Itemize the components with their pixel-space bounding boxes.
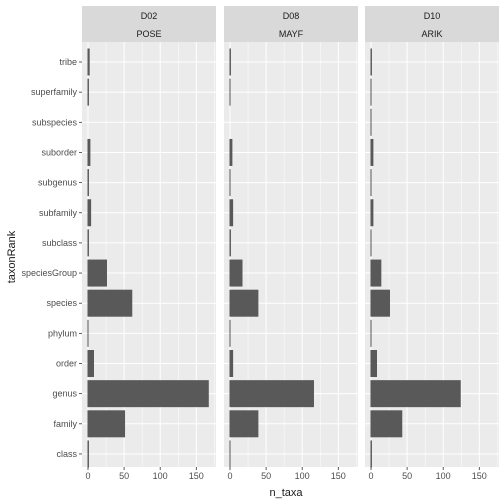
bar — [229, 259, 243, 287]
facet-strip-label-bottom: ARIK — [421, 29, 442, 39]
y-tick-label: order — [56, 359, 77, 369]
bar — [87, 48, 90, 76]
bar — [370, 199, 374, 227]
bar — [87, 169, 89, 197]
x-tick-label: 50 — [402, 471, 412, 481]
bar — [370, 410, 403, 438]
bar — [87, 259, 107, 287]
bar — [370, 169, 372, 197]
bar — [229, 138, 233, 166]
facet-strip-label-top: D02 — [141, 11, 158, 21]
facet-strip — [82, 6, 216, 42]
y-tick-label: speciesGroup — [21, 268, 77, 278]
bar — [229, 229, 231, 257]
x-tick-label: 0 — [368, 471, 373, 481]
facet-strip-label-top: D10 — [424, 11, 441, 21]
x-tick-label: 50 — [119, 471, 129, 481]
bar — [370, 108, 372, 136]
facet-strip — [365, 6, 499, 42]
bar — [87, 410, 126, 438]
y-tick-label: species — [46, 298, 77, 308]
x-tick-label: 150 — [472, 471, 487, 481]
x-axis-label: n_taxa — [269, 487, 303, 499]
facet-strip-label-bottom: POSE — [136, 29, 161, 39]
x-tick-label: 150 — [331, 471, 346, 481]
facet-panel: D10 ARIK 0 50 100 150 — [365, 6, 499, 481]
bar — [370, 440, 372, 468]
x-tick-label: 100 — [153, 471, 168, 481]
y-tick-label: subspecies — [32, 117, 78, 127]
y-axis: class family genus order phylum species specie… — [21, 57, 82, 459]
y-tick-label: genus — [52, 389, 77, 399]
bar — [229, 199, 234, 227]
bar — [229, 48, 231, 76]
bar — [229, 350, 234, 377]
bar — [370, 380, 461, 408]
bar — [370, 319, 372, 347]
bar — [370, 289, 390, 317]
bar — [229, 78, 231, 106]
bar — [370, 48, 372, 76]
bar — [87, 138, 91, 166]
bar — [370, 350, 377, 377]
bar — [87, 199, 92, 227]
x-tick-label: 0 — [227, 471, 232, 481]
facet-strip — [224, 6, 358, 42]
bar — [229, 440, 231, 468]
bar — [87, 319, 89, 347]
x-tick-label: 50 — [261, 471, 271, 481]
x-tick-label: 100 — [295, 471, 310, 481]
x-tick-label: 150 — [189, 471, 204, 481]
x-tick-label: 0 — [85, 471, 90, 481]
y-tick-label: family — [53, 419, 77, 429]
facet-panel: D08 MAYF 0 50 100 150 — [224, 6, 358, 481]
bar — [229, 169, 231, 197]
bar — [229, 289, 259, 317]
y-tick-label: subclass — [42, 238, 78, 248]
y-tick-label: superfamily — [31, 87, 78, 97]
bar — [370, 259, 382, 287]
panels-layer: D02 POSE 0 50 100 150 D08 MAYF 0 50 100 150 D10 ARIK 0… — [82, 6, 499, 481]
bar — [87, 78, 89, 106]
y-tick-label: class — [56, 449, 77, 459]
y-axis-label: taxonRank — [6, 230, 18, 283]
facet-strip-label-bottom: MAYF — [279, 29, 304, 39]
bar — [370, 229, 372, 257]
bar — [87, 440, 89, 468]
facet-strip-label-top: D08 — [283, 11, 300, 21]
bar — [229, 319, 231, 347]
bar — [229, 380, 314, 408]
bar — [87, 229, 89, 257]
facet-panel: D02 POSE 0 50 100 150 — [82, 6, 216, 481]
y-tick-label: tribe — [59, 57, 77, 67]
bar — [87, 350, 94, 377]
y-tick-label: suborder — [41, 147, 77, 157]
y-tick-label: subgenus — [38, 178, 78, 188]
bar — [229, 410, 259, 438]
bar — [370, 138, 374, 166]
bar — [87, 289, 133, 317]
y-tick-label: subfamily — [39, 208, 78, 218]
bar — [87, 380, 209, 408]
x-tick-label: 100 — [436, 471, 451, 481]
bar — [370, 78, 372, 106]
y-tick-label: phylum — [48, 328, 77, 338]
